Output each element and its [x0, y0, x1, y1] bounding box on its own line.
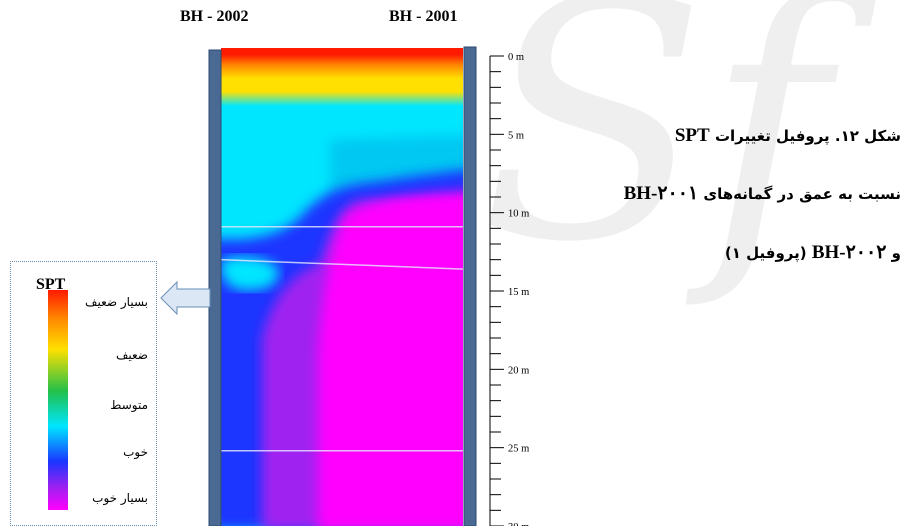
legend-color-bar	[48, 290, 68, 510]
cyan-pocket	[221, 256, 279, 291]
legend: SPT بسیار ضعیف ضعیف متوسط خوب بسیار خوب	[10, 261, 157, 526]
borehole-bar-right	[463, 46, 477, 526]
caption-line-1-text: شکل ۱۲. پروفیل تغییرات	[714, 127, 901, 145]
legend-label-very-good: بسیار خوب	[92, 491, 148, 505]
caption-line-3-latin: BH-۲۰۰۲	[811, 242, 887, 263]
caption-line-2: نسبت به عمق در گمانه‌های BH-۲۰۰۱	[624, 182, 901, 205]
legend-label-weak: ضعیف	[115, 348, 148, 362]
legend-label-very-weak: بسیار ضعیف	[85, 295, 148, 309]
depth-tick-label: 10 m	[508, 209, 529, 220]
borehole-label-right: BH - 2001	[389, 8, 458, 25]
profile-area	[221, 48, 463, 526]
caption-line-1: شکل ۱۲. پروفیل تغییرات SPT	[675, 125, 901, 147]
borehole-bar-left	[208, 49, 222, 526]
depth-tick-label: 0 m	[508, 52, 524, 63]
boundary-line-2	[221, 258, 463, 270]
caption-line-3: و BH-۲۰۰۲ (پروفیل ۱)	[725, 241, 901, 264]
depth-tick-label: 30 m	[508, 522, 529, 526]
layer-top-band	[221, 48, 463, 107]
borehole-label-left: BH - 2002	[180, 8, 249, 25]
caption-line-3-text: (پروفیل ۱)	[724, 244, 807, 262]
legend-label-good: خوب	[123, 445, 148, 459]
legend-label-medium: متوسط	[110, 398, 148, 412]
depth-tick-label: 20 m	[508, 365, 529, 376]
caption-line-2-latin: BH-۲۰۰۱	[623, 183, 699, 204]
layer-magenta	[318, 191, 463, 526]
caption-line-1-latin: SPT	[674, 125, 710, 146]
caption-line-3-prefix: و	[891, 244, 901, 262]
depth-tick-label: 5 m	[508, 130, 524, 141]
legend-pointer-arrow-icon	[160, 281, 211, 315]
caption-line-2-text: نسبت به عمق در گمانه‌های	[703, 185, 901, 203]
legend-title: SPT	[36, 276, 66, 293]
depth-tick-label: 15 m	[508, 287, 529, 298]
depth-tick-label: 25 m	[508, 444, 529, 455]
